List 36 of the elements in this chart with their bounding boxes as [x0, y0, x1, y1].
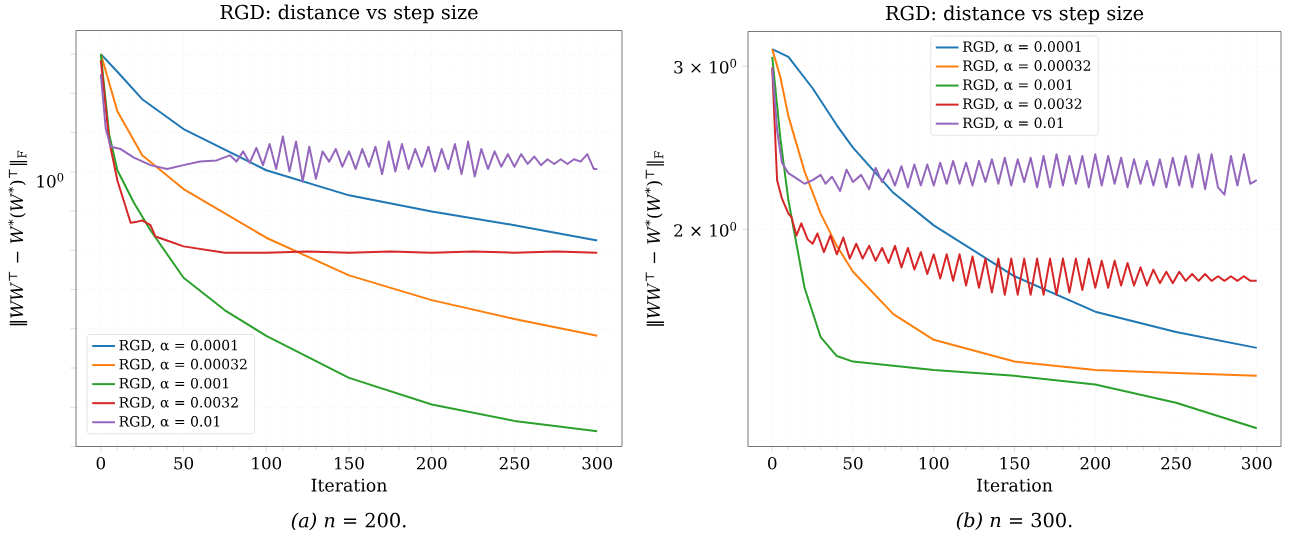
x-tick-label: 250 [499, 457, 530, 470]
legend-label: RGD, α = 0.001 [119, 378, 229, 391]
x-tick-label: 0 [96, 457, 106, 470]
legend-label: RGD, α = 0.01 [119, 416, 220, 429]
legend-label: RGD, α = 0.0001 [963, 41, 1081, 54]
x-tick-label: 50 [174, 457, 194, 470]
x-tick-label: 300 [1242, 457, 1272, 470]
x-tick-label: 100 [919, 457, 949, 470]
x-tick-label: 150 [1000, 457, 1030, 470]
text: ‖WW$^{⊤}$ − W$^{*}$(W$^{*}$)$^{⊤}$‖$_{F}$ [8, 150, 28, 326]
x-tick-label: 100 [252, 457, 282, 470]
legend-label: RGD, α = 0.00032 [963, 60, 1091, 73]
x-axis-title: Iteration [977, 478, 1053, 492]
legend-label: RGD, α = 0.01 [963, 117, 1063, 131]
text: ‖WW$^{⊤}$ − W$^{*}$(W$^{*}$)$^{⊤}$‖$_{F}$ [645, 151, 664, 326]
chart-title: RGD: distance vs step size [220, 4, 478, 24]
x-tick-label: 200 [1080, 457, 1111, 470]
y-tick-label: 3 × 10$^{0}$ [674, 59, 737, 74]
x-axis-title: Iteration [311, 478, 387, 492]
chart-title: RGD: distance vs step size [885, 5, 1144, 25]
x-tick-label: 50 [843, 457, 863, 470]
y-tick-label: 2 × 10$^{0}$ [674, 222, 737, 237]
legend-label: RGD, α = 0.00032 [119, 359, 247, 372]
legend-label: RGD, α = 0.001 [963, 79, 1072, 92]
x-tick-label: 150 [335, 457, 364, 470]
x-tick-label: 300 [582, 457, 612, 470]
legend-label: RGD, α = 0.0032 [119, 397, 238, 410]
legend-label: RGD, α = 0.0032 [963, 98, 1082, 111]
x-tick-label: 200 [416, 457, 447, 470]
x-tick-label: 250 [1161, 457, 1191, 470]
x-tick-label: 0 [768, 457, 777, 470]
line-series [771, 56, 1258, 430]
text: 10$^{0}$ [37, 173, 64, 188]
legend-label: RGD, α = 0.0001 [119, 340, 238, 353]
text: (a) n = 200. [291, 512, 406, 531]
text: (b) n = 300. [956, 512, 1072, 531]
